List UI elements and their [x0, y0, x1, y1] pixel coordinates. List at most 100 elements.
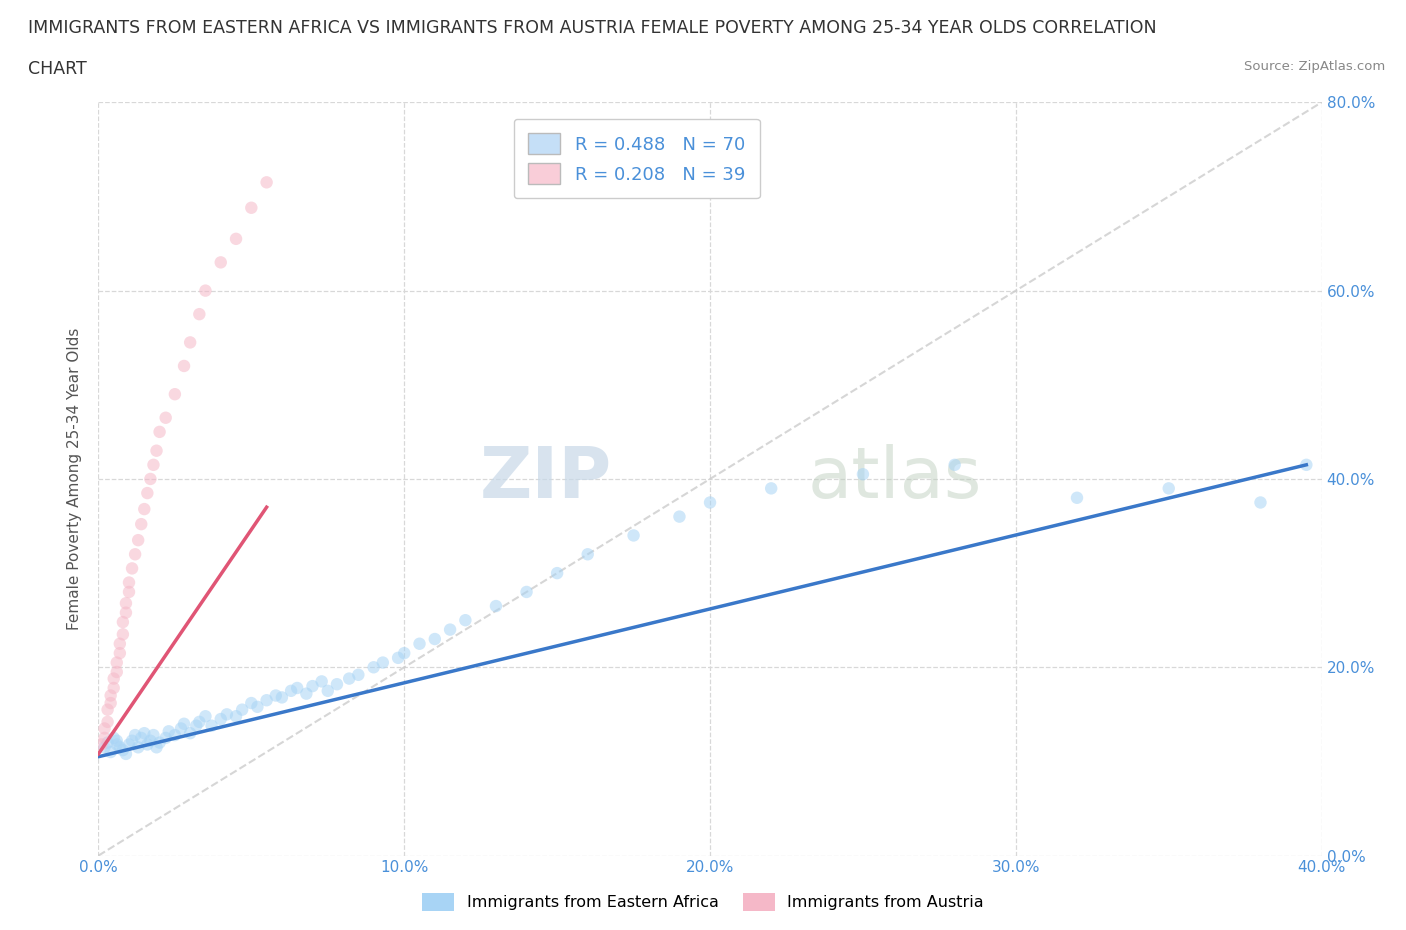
Text: IMMIGRANTS FROM EASTERN AFRICA VS IMMIGRANTS FROM AUSTRIA FEMALE POVERTY AMONG 2: IMMIGRANTS FROM EASTERN AFRICA VS IMMIGR…: [28, 19, 1157, 36]
Point: [93, 721, 115, 736]
Point: [1066, 490, 1088, 505]
Point: [225, 232, 247, 246]
Point: [1249, 495, 1271, 510]
Point: [105, 733, 128, 748]
Point: [111, 627, 134, 642]
Point: [105, 665, 128, 680]
Point: [111, 743, 134, 758]
Point: [943, 458, 966, 472]
Point: [118, 575, 141, 590]
Text: ZIP: ZIP: [479, 445, 612, 513]
Point: [311, 674, 333, 689]
Point: [134, 501, 156, 516]
Point: [136, 485, 159, 500]
Point: [127, 740, 149, 755]
Point: [103, 730, 125, 745]
Point: [1157, 481, 1180, 496]
Text: CHART: CHART: [28, 60, 87, 78]
Point: [231, 702, 253, 717]
Point: [408, 636, 430, 651]
Point: [295, 686, 318, 701]
Point: [194, 709, 217, 724]
Point: [103, 681, 125, 696]
Point: [188, 307, 211, 322]
Point: [134, 725, 156, 740]
Point: [97, 736, 120, 751]
Point: [337, 671, 360, 686]
Point: [100, 696, 122, 711]
Point: [157, 724, 180, 738]
Point: [1295, 458, 1317, 472]
Point: [100, 745, 122, 760]
Point: [90, 737, 112, 752]
Point: [173, 716, 195, 731]
Point: [215, 707, 238, 722]
Point: [173, 359, 195, 374]
Point: [188, 714, 211, 729]
Point: [264, 688, 287, 703]
Point: [179, 335, 201, 350]
Point: [93, 740, 115, 755]
Point: [392, 645, 416, 660]
Point: [209, 711, 232, 726]
Point: [246, 699, 269, 714]
Point: [179, 725, 201, 740]
Point: [103, 671, 125, 686]
Text: atlas: atlas: [808, 445, 983, 513]
Point: [439, 622, 461, 637]
Point: [240, 696, 263, 711]
Point: [485, 599, 508, 614]
Point: [240, 200, 263, 215]
Point: [121, 733, 143, 748]
Point: [97, 702, 120, 717]
Point: [546, 565, 568, 580]
Point: [129, 517, 152, 532]
Point: [115, 596, 138, 611]
Point: [105, 737, 128, 752]
Point: [115, 605, 138, 620]
Point: [256, 693, 278, 708]
Point: [225, 709, 247, 724]
Point: [371, 655, 394, 670]
Point: [139, 733, 162, 748]
Point: [209, 255, 232, 270]
Point: [576, 547, 599, 562]
Point: [115, 747, 138, 762]
Point: [285, 681, 308, 696]
Point: [270, 690, 292, 705]
Point: [423, 631, 446, 646]
Point: [623, 528, 645, 543]
Point: [111, 615, 134, 630]
Point: [149, 424, 172, 439]
Point: [256, 175, 278, 190]
Legend: Immigrants from Eastern Africa, Immigrants from Austria: Immigrants from Eastern Africa, Immigran…: [416, 886, 990, 917]
Point: [124, 727, 146, 742]
Point: [108, 645, 131, 660]
Point: [186, 718, 208, 733]
Point: [124, 547, 146, 562]
Point: [121, 561, 143, 576]
Point: [699, 495, 721, 510]
Point: [139, 472, 162, 486]
Legend: R = 0.488   N = 70, R = 0.208   N = 39: R = 0.488 N = 70, R = 0.208 N = 39: [513, 119, 759, 198]
Point: [129, 730, 152, 745]
Point: [93, 730, 115, 745]
Point: [108, 636, 131, 651]
Point: [105, 655, 128, 670]
Point: [100, 688, 122, 703]
Point: [155, 730, 177, 745]
Point: [347, 668, 370, 683]
Text: Source: ZipAtlas.com: Source: ZipAtlas.com: [1244, 60, 1385, 73]
Point: [155, 410, 177, 425]
Point: [194, 283, 217, 298]
Point: [118, 737, 141, 752]
Point: [516, 585, 538, 600]
Point: [454, 613, 477, 628]
Point: [363, 660, 385, 675]
Point: [97, 714, 120, 729]
Point: [163, 387, 186, 402]
Point: [326, 677, 349, 692]
Point: [170, 721, 193, 736]
Y-axis label: Female Poverty Among 25-34 Year Olds: Female Poverty Among 25-34 Year Olds: [67, 327, 83, 631]
Point: [387, 650, 409, 665]
